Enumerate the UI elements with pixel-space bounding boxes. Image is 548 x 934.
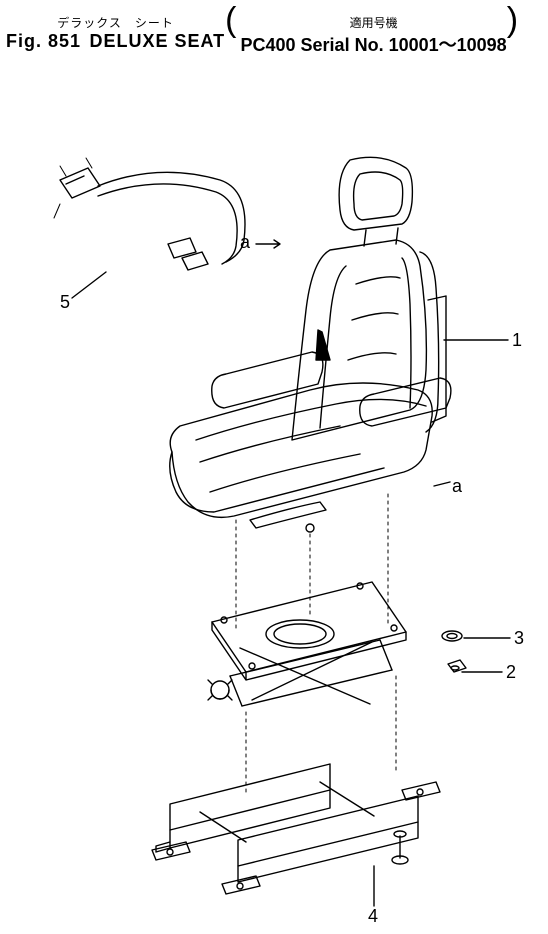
callout-4: 4 (368, 906, 378, 927)
callout-1: 1 (512, 330, 522, 351)
callout-5: 5 (60, 292, 70, 313)
exploded-diagram (0, 0, 548, 934)
callout-2: 2 (506, 662, 516, 683)
view-marker-a-upper: a (240, 232, 250, 253)
callout-3: 3 (514, 628, 524, 649)
view-marker-a-lower: a (452, 476, 462, 497)
